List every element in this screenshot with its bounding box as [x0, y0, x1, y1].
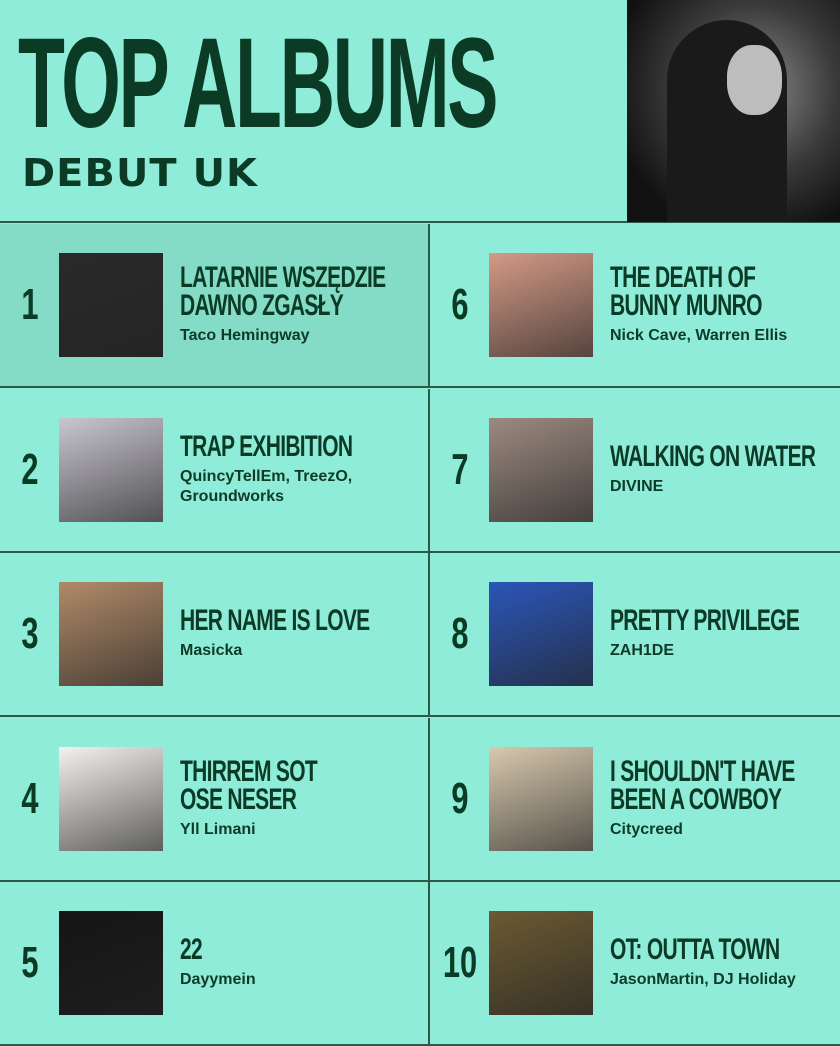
album-entry[interactable]: 6 THE DEATH OF BUNNY MUNRO Nick Cave, Warr…	[428, 224, 840, 388]
artist-name: Dayymein	[180, 970, 256, 990]
album-title: I SHOULDN'T HAVE	[610, 754, 795, 788]
album-title: THIRREM SOT	[180, 754, 318, 788]
artist-name: QuincyTellEm, TreezO, Groundworks	[180, 467, 426, 507]
album-title: WALKING ON WATER	[610, 439, 816, 473]
album-entry[interactable]: 3 HER NAME IS LOVE Masicka	[0, 553, 428, 717]
artist-line: Groundworks	[180, 487, 285, 505]
album-title: THE DEATH OF	[610, 261, 756, 294]
album-title: LATARNIE WSZĘDZIE	[180, 261, 386, 294]
artist-line: DIVINE	[610, 477, 664, 495]
artist-name: Nick Cave, Warren Ellis	[610, 326, 827, 346]
rank-number: 5	[21, 938, 39, 987]
rank-number: 6	[451, 280, 469, 329]
album-entry[interactable]: 8 PRETTY PRIVILEGE ZAH1DE	[428, 553, 840, 717]
artist-name: JasonMartin, DJ Holiday	[610, 970, 840, 990]
rank-number: 9	[451, 773, 469, 823]
artist-name: Taco Hemingway	[180, 326, 474, 346]
album-cover[interactable]	[489, 911, 593, 1015]
album-entry[interactable]: 2 TRAP EXHIBITION QuincyTellEm, TreezO, Gr…	[0, 389, 428, 553]
header: TOP ALBUMS DEBUT UK	[0, 0, 840, 223]
artist-line: Masicka	[180, 642, 243, 659]
page-title: TOP ALBUMS	[18, 12, 498, 155]
artist-line: Yll Limani	[180, 820, 256, 838]
rank-number: 10	[442, 938, 478, 987]
artist-photo	[627, 0, 840, 222]
album-cover[interactable]	[59, 746, 163, 851]
rank-number: 2	[21, 444, 39, 494]
album-cover[interactable]	[59, 417, 163, 522]
artist-line: Taco Hemingway	[180, 327, 310, 344]
album-grid: 1 LATARNIE WSZĘDZIE DAWNO ZGASŁY Taco Hemi…	[0, 224, 840, 1046]
rank-number: 3	[21, 609, 39, 658]
artist-line: Nick Cave, Warren Ellis	[610, 327, 788, 344]
album-title: OT: OUTTA TOWN	[610, 933, 780, 966]
artist-line: JasonMartin, DJ Holiday	[610, 971, 796, 988]
artist-name: DIVINE	[610, 477, 840, 497]
artist-line: Citycreed	[610, 820, 683, 838]
album-title: OSE NESER	[180, 782, 297, 816]
artist-name: Citycreed	[610, 820, 840, 840]
album-title: PRETTY PRIVILEGE	[610, 604, 800, 637]
album-cover[interactable]	[59, 911, 163, 1015]
album-entry[interactable]: 10 OT: OUTTA TOWN JasonMartin, DJ Holiday	[428, 882, 840, 1046]
album-cover[interactable]	[59, 582, 163, 686]
album-cover[interactable]	[489, 417, 593, 522]
album-entry[interactable]: 1 LATARNIE WSZĘDZIE DAWNO ZGASŁY Taco Hemi…	[0, 224, 428, 388]
album-cover[interactable]	[489, 746, 593, 851]
album-title: HER NAME IS LOVE	[180, 604, 370, 637]
album-title: BUNNY MUNRO	[610, 289, 762, 322]
album-cover[interactable]	[489, 582, 593, 686]
artist-line: Dayymein	[180, 971, 256, 988]
artist-name: Yll Limani	[180, 820, 376, 840]
rank-number: 8	[451, 609, 469, 658]
album-entry[interactable]: 9 I SHOULDN'T HAVE BEEN A COWBOY Citycreed	[428, 717, 840, 882]
album-title: TRAP EXHIBITION	[180, 429, 353, 463]
album-entry[interactable]: 4 THIRREM SOT OSE NESER Yll Limani	[0, 718, 428, 882]
album-entry[interactable]: 5 22 Dayymein	[0, 882, 428, 1046]
page-subtitle: DEBUT UK	[22, 151, 259, 195]
artist-line: QuincyTellEm, TreezO,	[180, 467, 353, 485]
album-title: DAWNO ZGASŁY	[180, 289, 344, 322]
artist-line: ZAH1DE	[610, 642, 675, 659]
artist-name: Masicka	[180, 641, 451, 661]
album-cover[interactable]	[489, 253, 593, 357]
album-cover[interactable]	[59, 253, 163, 357]
rank-number: 4	[21, 773, 39, 823]
album-title: BEEN A COWBOY	[610, 782, 782, 816]
rank-number: 1	[21, 280, 39, 329]
album-entry[interactable]: 7 WALKING ON WATER DIVINE	[428, 388, 840, 553]
artist-name: ZAH1DE	[610, 641, 840, 661]
album-title: 22	[180, 933, 203, 966]
rank-number: 7	[451, 444, 469, 494]
